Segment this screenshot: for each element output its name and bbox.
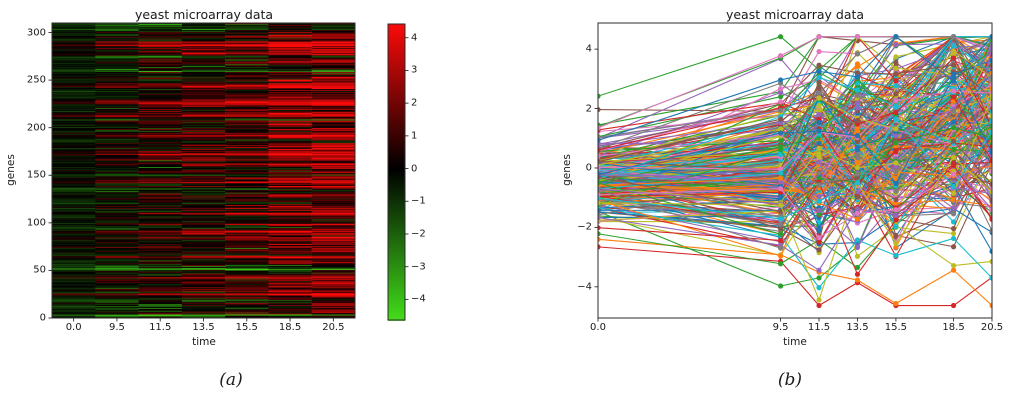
- panel-a-x-tick-label: 11.5: [149, 322, 172, 333]
- colorbar-tick-label: 0: [411, 163, 418, 175]
- panel-a-y-tick-label: 50: [33, 264, 46, 276]
- panel-a-y-tick-label: 250: [26, 74, 46, 86]
- panel-a-x-axis-label: time: [192, 336, 216, 348]
- panel-a-x-tick-label: 9.5: [108, 322, 125, 333]
- colorbar-tick-label: 1: [411, 130, 418, 142]
- panel-a-x-tick-label: 18.5: [278, 322, 302, 333]
- colorbar-tick-label: 4: [411, 32, 418, 44]
- panel-b-x-axis-label: time: [783, 336, 807, 348]
- panel-b-y-tick-label: −2: [577, 221, 592, 233]
- panel-a-y-tick-label: 150: [26, 169, 46, 181]
- panel-a-x-tick-label: 0.0: [65, 322, 82, 333]
- panel-b-y-axis-label: genes: [561, 154, 573, 186]
- panel-b-x-tick-label: 11.5: [807, 322, 831, 333]
- panel-a-x-tick-label: 20.5: [322, 322, 345, 333]
- panel-b-x-tick-label: 18.5: [942, 322, 965, 333]
- panel-b-x-tick-label: 9.5: [772, 322, 789, 333]
- panel-b-y-tick-label: 4: [585, 43, 592, 55]
- colorbar-tick-label: −3: [411, 261, 426, 273]
- panel-b-x-tick-label: 15.5: [884, 322, 908, 333]
- panel-b-y-tick-label: 2: [585, 103, 592, 115]
- panel-b-x-tick-label: 13.5: [846, 322, 869, 333]
- colorbar-tick-label: −1: [411, 195, 426, 207]
- colorbar-tick-label: −2: [411, 228, 426, 240]
- panel-b-y-tick-label: −4: [577, 281, 592, 293]
- panel-b-x-tick-label: 0.0: [590, 322, 606, 333]
- panel-a-caption: (a): [219, 370, 243, 390]
- colorbar-tick-label: 3: [411, 64, 418, 76]
- panel-a-y-tick-label: 0: [39, 312, 46, 324]
- panel-b-x-tick-label: 20.5: [980, 322, 1004, 333]
- panel-a-y-tick-label: 100: [26, 217, 46, 229]
- panel-a-x-tick-label: 15.5: [235, 322, 258, 333]
- panel-b-caption: (b): [777, 370, 803, 390]
- panel-b-y-tick-label: 0: [585, 162, 592, 174]
- panel-b-title: yeast microarray data: [725, 7, 865, 22]
- colorbar-tick-label: 2: [411, 97, 418, 109]
- panel-a-title: yeast microarray data: [134, 7, 274, 22]
- panel-a-y-tick-label: 300: [26, 27, 46, 39]
- panel-a-y-tick-label: 200: [26, 122, 46, 134]
- panel-a-y-axis-label: genes: [5, 154, 17, 186]
- panel-a-x-tick-label: 13.5: [192, 322, 215, 333]
- colorbar-tick-label: −4: [411, 293, 426, 305]
